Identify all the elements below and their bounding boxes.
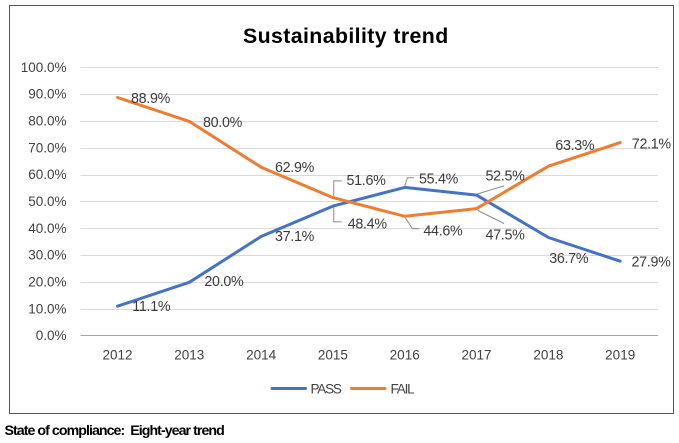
svg-text:60.0%: 60.0% <box>28 167 66 182</box>
svg-text:44.6%: 44.6% <box>423 223 463 239</box>
svg-text:2012: 2012 <box>102 347 132 362</box>
svg-text:10.0%: 10.0% <box>28 301 66 316</box>
svg-text:48.4%: 48.4% <box>348 216 388 232</box>
svg-text:47.5%: 47.5% <box>486 227 526 243</box>
svg-text:2017: 2017 <box>461 347 491 362</box>
svg-text:62.9%: 62.9% <box>275 160 315 176</box>
svg-text:72.1%: 72.1% <box>632 136 672 152</box>
svg-text:55.4%: 55.4% <box>419 172 459 188</box>
svg-text:State of compliance: Eight-ye: State of compliance: Eight-year trend <box>5 423 225 439</box>
svg-text:40.0%: 40.0% <box>28 221 66 236</box>
svg-text:20.0%: 20.0% <box>28 275 66 290</box>
svg-text:FAIL: FAIL <box>391 381 416 396</box>
svg-text:Sustainability trend: Sustainability trend <box>243 24 449 48</box>
svg-text:11.1%: 11.1% <box>132 299 171 315</box>
svg-text:2014: 2014 <box>246 347 277 362</box>
svg-text:2015: 2015 <box>318 347 348 362</box>
svg-text:27.9%: 27.9% <box>632 255 672 271</box>
svg-text:0.0%: 0.0% <box>36 328 67 343</box>
svg-text:80.0%: 80.0% <box>203 115 243 131</box>
svg-text:PASS: PASS <box>311 381 342 396</box>
svg-text:37.1%: 37.1% <box>275 229 315 245</box>
svg-text:100.0%: 100.0% <box>21 60 67 75</box>
svg-text:90.0%: 90.0% <box>28 87 66 102</box>
svg-text:2019: 2019 <box>605 347 635 362</box>
svg-text:88.9%: 88.9% <box>131 91 171 107</box>
svg-text:70.0%: 70.0% <box>28 140 66 155</box>
svg-text:30.0%: 30.0% <box>28 248 66 263</box>
svg-text:52.5%: 52.5% <box>486 168 526 184</box>
svg-text:80.0%: 80.0% <box>28 114 66 129</box>
svg-text:51.6%: 51.6% <box>347 173 387 189</box>
svg-text:2013: 2013 <box>174 347 204 362</box>
svg-text:63.3%: 63.3% <box>555 138 595 154</box>
svg-text:20.0%: 20.0% <box>204 274 244 290</box>
svg-text:36.7%: 36.7% <box>549 251 589 267</box>
svg-text:2018: 2018 <box>533 347 563 362</box>
svg-text:2016: 2016 <box>390 347 420 362</box>
svg-text:50.0%: 50.0% <box>28 194 66 209</box>
